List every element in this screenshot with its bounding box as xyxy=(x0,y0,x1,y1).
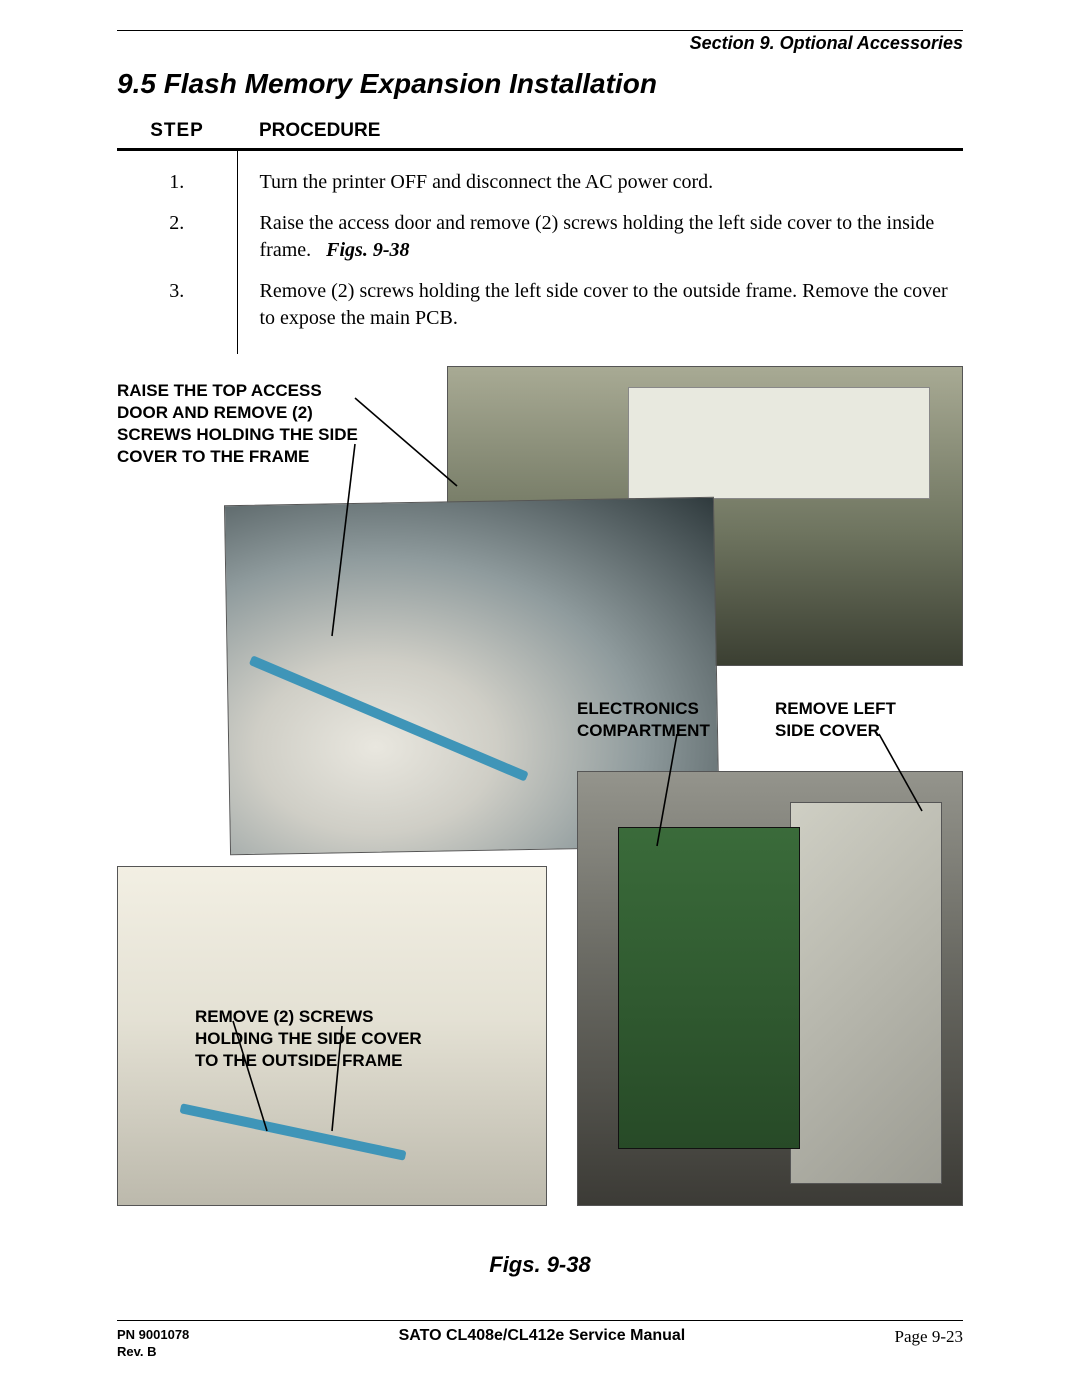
callout-remove-2-screws: REMOVE (2) SCREWSHOLDING THE SIDE COVERT… xyxy=(195,1006,422,1072)
col-step: STEP xyxy=(117,114,237,150)
step-text: Turn the printer OFF and disconnect the … xyxy=(237,150,963,201)
page-footer: PN 9001078 Rev. B SATO CL408e/CL412e Ser… xyxy=(117,1320,963,1361)
photo-electronics xyxy=(577,771,963,1206)
figure-area: RAISE THE TOP ACCESSDOOR AND REMOVE (2)S… xyxy=(117,366,963,1246)
callout-remove-left-cover: REMOVE LEFTSIDE COVER xyxy=(775,698,896,742)
table-row: 3. Remove (2) screws holding the left si… xyxy=(117,268,963,354)
manual-title: SATO CL408e/CL412e Service Manual xyxy=(399,1327,686,1345)
pn-number: PN 9001078 xyxy=(117,1327,189,1344)
page-title: 9.5 Flash Memory Expansion Installation xyxy=(117,68,963,100)
fig-ref: Figs. 9-38 xyxy=(326,239,409,261)
step-num: 1. xyxy=(117,150,237,201)
table-row: 1. Turn the printer OFF and disconnect t… xyxy=(117,150,963,201)
step-num: 3. xyxy=(117,268,237,354)
page-number: Page 9-23 xyxy=(895,1327,963,1347)
step-text: Raise the access door and remove (2) scr… xyxy=(237,200,963,268)
table-row: 2. Raise the access door and remove (2) … xyxy=(117,200,963,268)
step-num: 2. xyxy=(117,200,237,268)
figure-caption: Figs. 9-38 xyxy=(117,1252,963,1278)
callout-electronics-compartment: ELECTRONICSCOMPARTMENT xyxy=(577,698,710,742)
step-text: Remove (2) screws holding the left side … xyxy=(237,268,963,354)
callout-raise-top-access: RAISE THE TOP ACCESSDOOR AND REMOVE (2)S… xyxy=(117,380,385,468)
procedure-table: STEP PROCEDURE 1. Turn the printer OFF a… xyxy=(117,114,963,354)
section-header: Section 9. Optional Accessories xyxy=(117,33,963,54)
rev: Rev. B xyxy=(117,1344,189,1361)
col-procedure: PROCEDURE xyxy=(237,114,963,150)
